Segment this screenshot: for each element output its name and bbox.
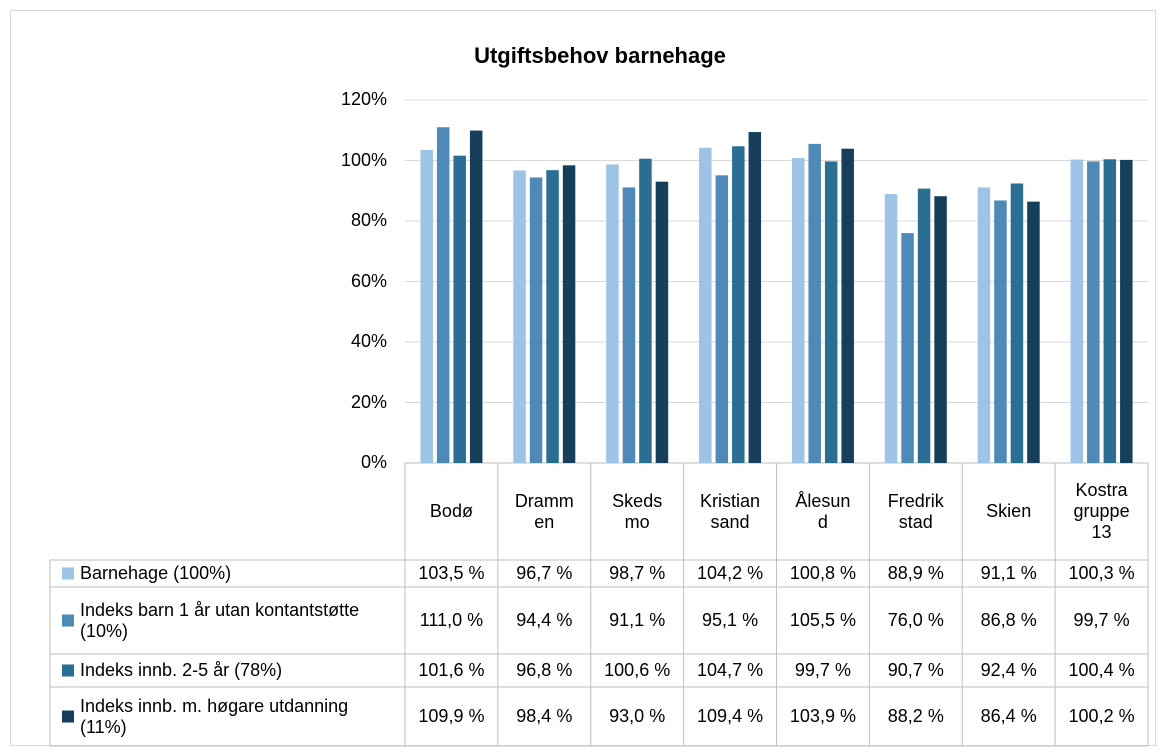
data-table-value: 104,2 % [697,563,764,583]
y-tick-label: 80% [350,210,387,230]
data-table-value: 100,8 % [789,563,856,583]
legend-swatch [62,614,74,627]
data-table-value: 101,6 % [418,660,485,680]
data-table-value: 95,1 % [702,610,759,630]
chart-title: Utgiftsbehov barnehage [474,43,726,68]
bar [655,181,669,464]
data-table-value: 105,5 % [789,610,856,630]
bar [1010,183,1024,464]
bar [994,200,1007,463]
bar [1087,161,1100,463]
bar [1070,159,1084,463]
bar [917,188,931,463]
bar [977,187,991,464]
data-table-value: 91,1 % [609,610,666,630]
y-tick-label: 100% [340,149,387,170]
bar [546,170,559,463]
data-table-value: 100,4 % [1068,660,1135,680]
data-table-value: 111,0 % [419,610,484,630]
data-table-value: 86,4 % [980,706,1037,726]
data-table-value: 99,7 % [1073,610,1130,630]
chart-border [10,10,1156,746]
data-table-value: 100,3 % [1068,563,1135,583]
data-table-value: 94,4 % [516,610,573,630]
data-table-value: 93,0 % [609,706,666,726]
legend-label: Indeks barn 1 år utan kontantstøtte (10%… [80,599,360,641]
bar [436,127,450,463]
y-tick-label: 0% [360,452,387,472]
bar [791,158,805,463]
data-table-value: 109,4 % [697,706,764,726]
bar [639,158,652,463]
legend-label: Barnehage (100%) [80,563,232,583]
bar [748,132,762,463]
data-table-value: 104,7 % [697,660,764,680]
bar [699,147,712,464]
bar [901,233,914,463]
bar [529,177,543,463]
data-table-value: 88,9 % [887,563,944,583]
data-table-value: 96,8 % [516,660,573,680]
bar [732,146,745,463]
bar [1103,159,1117,464]
data-table-value: 109,9 % [418,706,485,726]
bar [513,170,526,464]
data-table-value: 76,0 % [887,610,944,630]
data-table-value: 103,5 % [418,563,485,583]
data-table-value: 90,7 % [887,660,944,680]
bar [562,165,576,463]
data-table-value: 103,9 % [789,706,856,726]
bar [934,196,947,463]
bar [622,187,636,464]
bar [453,155,466,463]
legend-label: Indeks innb. m. høgare utdanning (11%) [80,695,349,737]
x-tick-label: Ålesund [795,490,851,532]
y-tick-label: 40% [350,331,387,351]
bar [420,149,433,463]
data-table-value: 98,7 % [609,563,666,583]
bar [469,130,483,464]
x-tick-label: Skedsmo [612,490,663,532]
x-tick-label: Drammen [514,490,574,532]
legend-label: Indeks innb. 2-5 år (78%) [80,660,283,680]
data-table-value: 99,7 % [794,660,851,680]
data-table-value: 100,6 % [604,660,671,680]
legend-swatch [62,710,74,723]
bar [715,175,729,463]
x-tick-label: Fredrikstad [887,490,944,532]
legend-swatch [62,664,74,677]
y-tick-label: 120% [340,89,387,109]
data-table-value: 92,4 % [980,660,1037,680]
y-tick-label: 60% [350,270,387,291]
bar [824,161,838,463]
bar [1027,201,1040,463]
y-tick-label: 20% [350,391,387,412]
data-table-value: 96,7 % [516,563,573,583]
bar [606,164,619,463]
x-tick-label: Skien [986,501,1032,521]
x-tick-label: Kostra gruppe 13 [1073,480,1130,542]
bar [841,148,854,463]
data-table-value: 86,8 % [980,610,1037,630]
data-table-value: 100,2 % [1068,706,1135,726]
bar [1120,159,1133,463]
legend-swatch [62,567,74,580]
data-table-value: 91,1 % [980,563,1037,583]
bar [884,194,898,463]
bar [808,143,821,464]
x-tick-label: Kristiansand [700,490,761,532]
data-table-value: 98,4 % [516,706,573,726]
data-table-value: 88,2 % [887,706,944,726]
x-tick-label: Bodø [429,501,473,521]
